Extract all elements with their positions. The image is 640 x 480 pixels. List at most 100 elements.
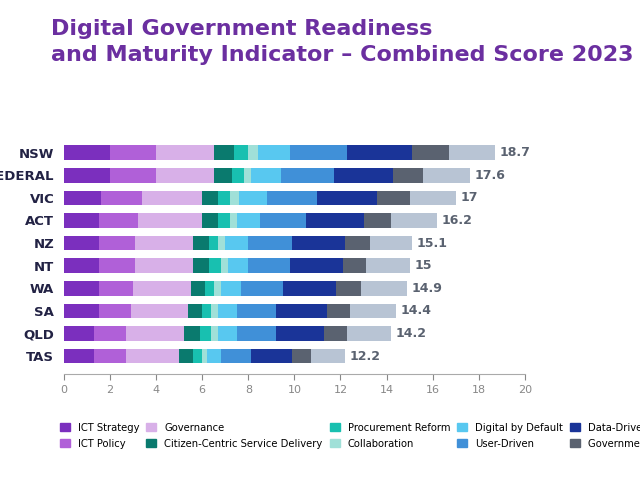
Bar xyxy=(276,326,324,341)
Text: 15.1: 15.1 xyxy=(417,237,447,250)
Bar xyxy=(333,168,394,182)
Bar xyxy=(230,191,239,205)
Bar xyxy=(64,349,94,363)
Bar xyxy=(156,168,214,182)
Bar xyxy=(138,213,202,228)
Bar xyxy=(94,349,126,363)
Bar xyxy=(184,326,200,341)
Bar xyxy=(251,349,292,363)
Bar xyxy=(348,145,412,160)
Bar xyxy=(251,168,280,182)
Bar xyxy=(391,213,437,228)
Bar xyxy=(136,236,193,251)
Bar xyxy=(214,145,234,160)
Bar xyxy=(64,326,94,341)
Bar xyxy=(131,303,188,318)
Bar xyxy=(267,191,317,205)
Bar xyxy=(225,236,248,251)
Bar xyxy=(211,326,218,341)
Bar xyxy=(99,258,136,273)
Bar xyxy=(64,258,99,273)
Bar xyxy=(211,303,218,318)
Bar xyxy=(424,168,470,182)
Bar xyxy=(336,281,361,296)
Bar xyxy=(156,145,214,160)
Bar xyxy=(410,191,456,205)
Bar xyxy=(202,213,218,228)
Bar xyxy=(209,258,221,273)
Bar xyxy=(202,191,218,205)
Bar xyxy=(191,281,205,296)
Bar xyxy=(280,168,333,182)
Bar xyxy=(237,326,276,341)
Bar xyxy=(244,168,251,182)
Bar xyxy=(349,303,396,318)
Bar xyxy=(188,303,202,318)
Bar xyxy=(209,236,218,251)
Bar xyxy=(234,145,248,160)
Bar xyxy=(394,168,424,182)
Text: 14.2: 14.2 xyxy=(396,327,427,340)
Bar xyxy=(126,326,184,341)
Bar xyxy=(99,236,136,251)
Bar xyxy=(230,213,237,228)
Bar xyxy=(237,213,260,228)
Bar xyxy=(64,236,99,251)
Bar xyxy=(110,168,156,182)
Bar xyxy=(193,349,202,363)
Bar xyxy=(343,258,366,273)
Bar xyxy=(326,303,349,318)
Bar xyxy=(241,281,283,296)
Bar xyxy=(348,326,391,341)
Bar xyxy=(412,145,449,160)
Bar xyxy=(306,213,364,228)
Bar xyxy=(218,303,237,318)
Bar xyxy=(378,191,410,205)
Bar xyxy=(366,258,410,273)
Bar xyxy=(218,191,230,205)
Bar xyxy=(64,213,99,228)
Bar xyxy=(218,236,225,251)
Bar xyxy=(324,326,348,341)
Bar xyxy=(142,191,202,205)
Bar xyxy=(228,258,248,273)
Text: 14.4: 14.4 xyxy=(401,304,431,317)
Bar xyxy=(290,258,343,273)
Bar xyxy=(260,213,306,228)
Bar xyxy=(371,236,412,251)
Bar xyxy=(257,145,290,160)
Bar xyxy=(64,303,99,318)
Bar xyxy=(110,145,156,160)
Bar xyxy=(64,191,101,205)
Bar xyxy=(248,236,292,251)
Bar xyxy=(290,145,348,160)
Bar xyxy=(283,281,336,296)
Bar xyxy=(214,168,232,182)
Bar xyxy=(193,236,209,251)
Bar xyxy=(202,349,207,363)
Bar xyxy=(361,281,407,296)
Bar xyxy=(248,145,257,160)
Bar xyxy=(200,326,211,341)
Bar xyxy=(237,303,276,318)
Bar xyxy=(133,281,191,296)
Bar xyxy=(345,236,371,251)
Bar xyxy=(364,213,391,228)
Bar xyxy=(64,145,110,160)
Bar xyxy=(292,349,310,363)
Bar xyxy=(126,349,179,363)
Bar xyxy=(99,303,131,318)
Bar xyxy=(449,145,495,160)
Legend: ICT Strategy, ICT Policy, Governance, Citizen-Centric Service Delivery, Procurem: ICT Strategy, ICT Policy, Governance, Ci… xyxy=(60,422,640,449)
Bar xyxy=(193,258,209,273)
Bar xyxy=(221,281,241,296)
Bar xyxy=(221,349,251,363)
Bar xyxy=(214,281,221,296)
Bar xyxy=(317,191,378,205)
Text: 12.2: 12.2 xyxy=(349,349,381,363)
Bar xyxy=(310,349,345,363)
Bar xyxy=(292,236,345,251)
Bar xyxy=(64,168,110,182)
Text: Digital Government Readiness
and Maturity Indicator – Combined Score 2023: Digital Government Readiness and Maturit… xyxy=(51,19,634,65)
Bar xyxy=(218,326,237,341)
